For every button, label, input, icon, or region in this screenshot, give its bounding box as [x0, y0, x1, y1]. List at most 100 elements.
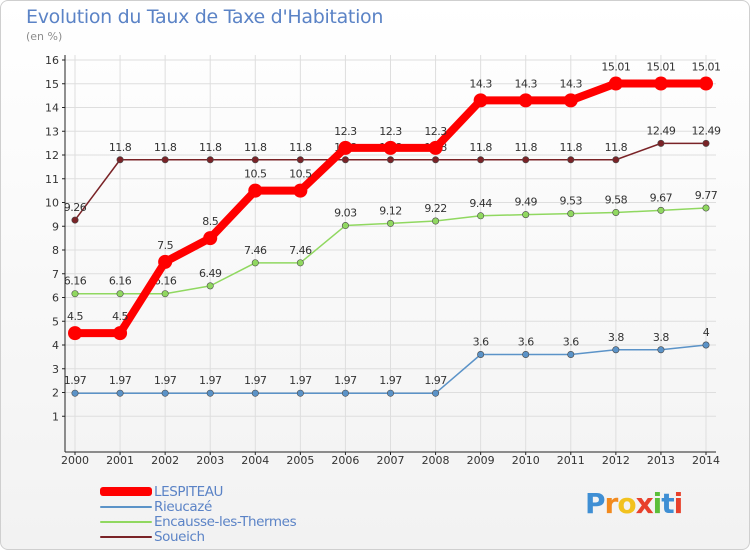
data-point-rieucaz-	[612, 346, 620, 354]
x-tick-label: 2014	[692, 454, 720, 467]
data-point-soueich	[341, 156, 349, 164]
y-tick-label: 7	[52, 268, 59, 281]
x-tick-label: 2005	[286, 454, 314, 467]
data-point-rieucaz-	[522, 350, 530, 358]
proxiti-logo: Proxiti	[585, 487, 684, 520]
x-tick-label: 2000	[61, 454, 89, 467]
data-point-soueich	[432, 156, 440, 164]
y-tick-label: 16	[45, 54, 59, 67]
data-label-rieucaz-: 1.97	[424, 374, 447, 387]
data-point-rieucaz-	[341, 389, 349, 397]
y-tick-label: 14	[45, 102, 59, 115]
data-point-lespiteau	[518, 93, 533, 108]
logo-letter: i	[673, 487, 684, 520]
data-point-encausse-les-thermes	[341, 222, 349, 230]
x-tick-label: 2013	[647, 454, 675, 467]
data-point-lespiteau	[203, 231, 218, 246]
data-point-encausse-les-thermes	[206, 282, 214, 290]
data-label-rieucaz-: 1.97	[154, 374, 177, 387]
data-point-lespiteau	[68, 326, 82, 341]
data-label-lespiteau: 10.5	[289, 168, 312, 181]
data-label-lespiteau: 15.01	[692, 61, 721, 74]
data-label-rieucaz-: 1.97	[64, 374, 87, 387]
data-point-encausse-les-thermes	[567, 210, 575, 218]
data-label-rieucaz-: 1.97	[199, 374, 222, 387]
x-tick-label: 2012	[602, 454, 630, 467]
data-point-encausse-les-thermes	[296, 259, 304, 267]
data-point-encausse-les-thermes	[116, 290, 124, 298]
data-point-lespiteau	[113, 326, 128, 341]
data-point-encausse-les-thermes	[432, 217, 440, 225]
legend-item-soueich: Soueich	[100, 529, 296, 545]
chart-title: Evolution du Taux de Taxe d'Habitation	[26, 6, 384, 28]
y-tick-label: 4	[52, 339, 59, 352]
data-label-rieucaz-: 1.97	[109, 374, 132, 387]
y-tick-label: 1	[52, 410, 59, 423]
data-label-encausse-les-thermes: 6.49	[199, 267, 222, 280]
data-label-encausse-les-thermes: 9.67	[650, 191, 673, 204]
data-label-lespiteau: 12.3	[379, 125, 402, 138]
data-point-rieucaz-	[432, 389, 440, 397]
x-tick-label: 2006	[331, 454, 359, 467]
legend-label-encausse: Encausse-les-Thermes	[154, 513, 297, 530]
data-point-lespiteau	[563, 93, 578, 108]
data-point-lespiteau	[338, 140, 353, 155]
data-label-lespiteau: 10.5	[244, 168, 267, 181]
data-label-encausse-les-thermes: 9.58	[605, 193, 628, 206]
data-point-rieucaz-	[567, 350, 575, 358]
data-label-rieucaz-: 3.8	[608, 331, 624, 344]
data-label-rieucaz-: 3.8	[653, 331, 669, 344]
data-label-lespiteau: 15.01	[646, 61, 675, 74]
data-point-rieucaz-	[386, 389, 394, 397]
data-label-lespiteau: 12.3	[334, 125, 357, 138]
legend-swatch-encausse	[100, 520, 152, 523]
y-tick-label: 8	[52, 244, 59, 257]
data-point-rieucaz-	[702, 341, 710, 349]
data-label-lespiteau: 14.3	[514, 77, 537, 90]
data-point-soueich	[206, 156, 214, 164]
data-label-soueich: 11.8	[560, 141, 583, 154]
legend-label-rieucaze: Rieucazé	[154, 498, 212, 515]
legend-swatch-soueich	[100, 535, 152, 538]
x-tick-label: 2001	[106, 454, 134, 467]
data-point-rieucaz-	[116, 389, 124, 397]
legend-item-rieucaze: Rieucazé	[100, 498, 296, 515]
data-point-soueich	[612, 156, 620, 164]
data-label-soueich: 11.8	[199, 141, 222, 154]
data-label-encausse-les-thermes: 9.77	[695, 189, 718, 202]
data-label-encausse-les-thermes: 9.03	[334, 207, 357, 220]
data-point-soueich	[71, 216, 79, 224]
data-label-soueich: 11.8	[605, 141, 628, 154]
data-point-lespiteau	[293, 183, 308, 198]
y-tick-label: 3	[52, 363, 59, 376]
x-tick-label: 2009	[467, 454, 495, 467]
x-tick-label: 2004	[241, 454, 269, 467]
x-tick-label: 2011	[557, 454, 585, 467]
logo-letter: r	[604, 487, 619, 520]
logo-letter: P	[585, 487, 606, 520]
data-label-rieucaz-: 4	[703, 326, 710, 339]
data-label-encausse-les-thermes: 7.46	[244, 244, 267, 257]
legend-item-encausse: Encausse-les-Thermes	[100, 513, 297, 530]
y-tick-label: 13	[45, 125, 59, 138]
legend-swatch-lespiteau	[100, 487, 152, 496]
data-point-soueich	[702, 139, 710, 147]
data-point-encausse-les-thermes	[522, 211, 530, 219]
data-point-rieucaz-	[206, 389, 214, 397]
y-tick-label: 6	[52, 292, 59, 305]
x-tick-label: 2003	[196, 454, 224, 467]
x-tick-label: 2007	[377, 454, 405, 467]
data-label-encausse-les-thermes: 9.49	[514, 196, 537, 209]
data-point-soueich	[386, 156, 394, 164]
data-point-encausse-les-thermes	[702, 204, 710, 212]
logo-letter: x	[635, 487, 654, 520]
data-label-soueich: 12.49	[646, 124, 675, 137]
legend-item-lespiteau: LESPITEAU	[100, 484, 296, 500]
data-label-encausse-les-thermes: 9.44	[469, 197, 492, 210]
data-point-encausse-les-thermes	[251, 259, 259, 267]
data-point-encausse-les-thermes	[71, 290, 79, 298]
data-point-encausse-les-thermes	[161, 290, 169, 298]
data-point-lespiteau	[248, 183, 263, 198]
y-tick-label: 2	[52, 387, 59, 400]
